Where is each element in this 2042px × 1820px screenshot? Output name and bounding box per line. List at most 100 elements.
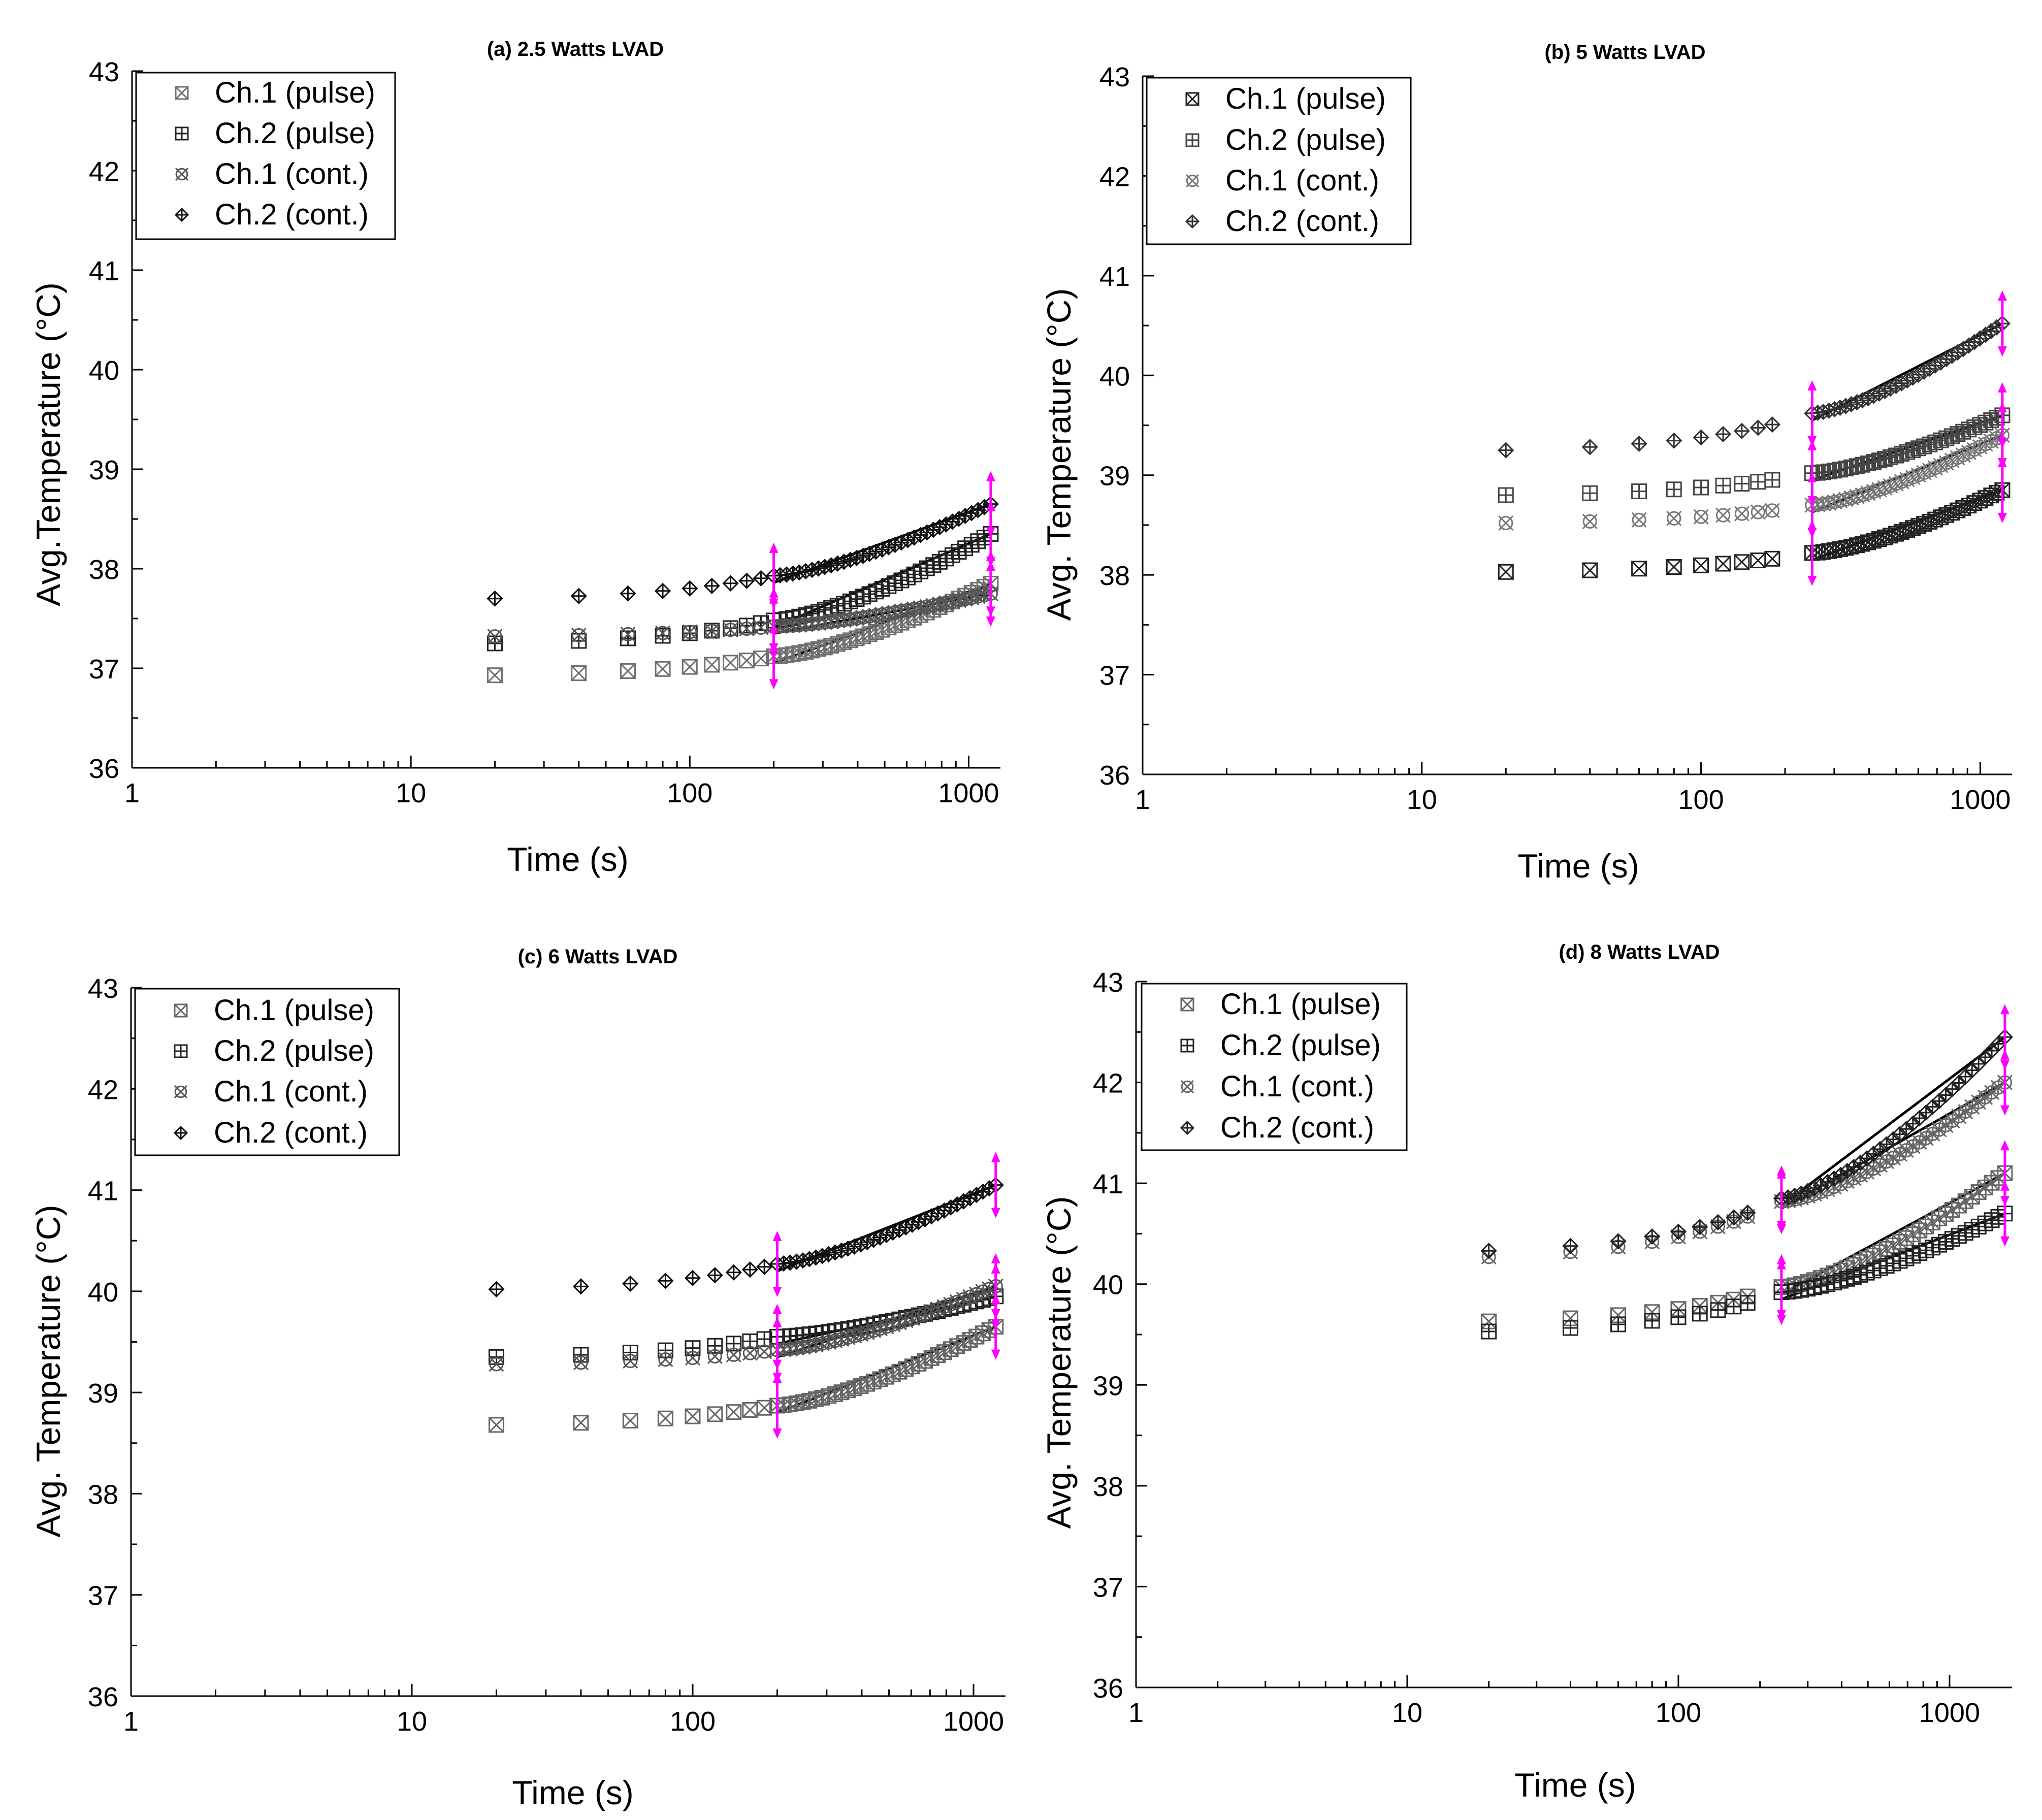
y-axis-label: Avg.Temperature (°C) <box>29 282 67 606</box>
y-tick-label: 42 <box>89 156 119 187</box>
legend-item-2: Ch.1 (cont.) <box>175 157 369 190</box>
legend-marker <box>175 167 189 181</box>
data-point <box>175 126 189 141</box>
data-point <box>685 1408 701 1424</box>
legend-label: Ch.1 (cont.) <box>1225 164 1379 197</box>
plot-area: 36 37 38 39 40 41 42 43 1 10 100 1000 <box>1093 967 2014 1728</box>
data-point <box>620 585 636 602</box>
data-point <box>489 1356 504 1372</box>
legend-marker <box>174 1044 188 1058</box>
series-1 <box>1481 1206 2013 1340</box>
x-tick-label: 1000 <box>1950 785 2011 815</box>
x-axis-label: Time (s) <box>512 1774 634 1811</box>
legend-label: Ch.2 (pulse) <box>1225 123 1386 156</box>
data-point <box>742 1345 758 1361</box>
x-tick-label: 1 <box>124 778 140 808</box>
y-tick-label: 43 <box>1093 967 1123 998</box>
data-point <box>707 1406 723 1422</box>
data-point <box>1715 556 1731 572</box>
legend-item-0: Ch.1 (pulse) <box>1185 82 1386 115</box>
legend-marker <box>1185 214 1200 229</box>
series-0 <box>1498 482 2011 580</box>
y-tick-label: 41 <box>1093 1169 1123 1199</box>
x-axis-label: Time (s) <box>507 840 629 878</box>
legend-marker <box>1185 174 1200 188</box>
range-marker-icon <box>1807 472 1817 538</box>
y-tick-label: 38 <box>89 555 119 585</box>
data-point <box>1739 1295 1756 1311</box>
series-3 <box>488 1177 1004 1297</box>
data-point <box>685 1340 701 1356</box>
data-point <box>1185 133 1200 147</box>
legend-item-0: Ch.1 (pulse) <box>175 76 375 109</box>
legend-item-0: Ch.1 (pulse) <box>1180 988 1381 1021</box>
range-marker-icon <box>1997 290 2007 357</box>
data-point <box>654 582 671 599</box>
data-point <box>1764 550 1780 567</box>
range-marker-icon <box>2000 1180 2009 1247</box>
data-point <box>1498 442 1514 459</box>
data-point <box>175 167 189 181</box>
data-point <box>703 577 720 594</box>
data-point <box>1582 513 1598 529</box>
data-point <box>657 1342 673 1358</box>
data-point <box>1964 1062 1981 1079</box>
data-point <box>487 629 503 644</box>
data-point <box>1498 487 1514 503</box>
legend-marker <box>175 86 189 100</box>
legend-marker <box>174 1003 188 1018</box>
y-axis-label: Avg. Temperature (°C) <box>29 1205 67 1538</box>
plot-area: 36 37 38 39 40 41 42 43 1 10 100 1000 <box>88 973 1006 1737</box>
data-point <box>1693 479 1709 496</box>
data-point <box>622 1413 638 1428</box>
x-tick-label: 1000 <box>938 778 999 808</box>
plot-area: 36 37 38 39 40 41 42 43 1 10 100 1000 <box>1099 62 2012 815</box>
data-point <box>1734 475 1750 492</box>
x-tick-label: 100 <box>1678 785 1724 815</box>
y-axis-label: Avg. Temperature (°C) <box>1040 288 1078 621</box>
data-point <box>1692 1306 1708 1322</box>
data-point <box>620 663 636 679</box>
y-tick-label: 43 <box>1099 62 1130 92</box>
data-point <box>1562 1320 1578 1336</box>
x-axis-label: Time (s) <box>1517 847 1639 885</box>
data-point <box>573 1415 589 1431</box>
legend-marker <box>1180 1038 1194 1053</box>
x-tick-label: 100 <box>667 778 712 808</box>
data-point <box>1715 507 1731 523</box>
legend-marker <box>175 126 189 141</box>
panel-a: (a) 2.5 Watts LVAD Time (s) Avg.Temperat… <box>29 38 1000 878</box>
y-tick-label: 42 <box>88 1075 118 1105</box>
data-point <box>1714 426 1732 443</box>
data-point <box>657 1273 674 1289</box>
legend-marker <box>1180 1120 1195 1135</box>
data-point <box>1180 1120 1195 1135</box>
panel-d: (d) 8 Watts LVAD Time (s) Avg. Temperatu… <box>1040 941 2014 1804</box>
data-point <box>1710 1302 1726 1318</box>
legend-marker <box>174 1085 188 1099</box>
legend-item-3: Ch.2 (cont.) <box>173 1116 368 1149</box>
range-marker-icon <box>769 542 779 609</box>
data-point <box>620 626 636 642</box>
range-marker-icon <box>991 1253 1000 1319</box>
legend-item-0: Ch.1 (pulse) <box>174 994 374 1027</box>
data-point <box>1610 1316 1626 1332</box>
data-point <box>572 1278 590 1295</box>
data-point <box>738 572 755 589</box>
data-point <box>1666 432 1682 449</box>
y-tick-label: 36 <box>1099 760 1130 791</box>
legend-item-2: Ch.1 (cont.) <box>1185 164 1379 197</box>
legend-marker <box>1185 92 1200 106</box>
data-point <box>1764 472 1780 488</box>
range-marker-icon <box>1776 1259 1786 1325</box>
y-tick-label: 41 <box>1099 262 1130 292</box>
y-tick-label: 36 <box>1093 1673 1123 1704</box>
data-point <box>1693 429 1709 446</box>
data-point <box>1749 419 1766 436</box>
data-point <box>1725 1209 1742 1226</box>
data-point <box>1631 561 1647 577</box>
y-tick-label: 38 <box>1099 561 1130 591</box>
data-point <box>723 622 738 638</box>
legend-label: Ch.1 (pulse) <box>1225 82 1386 115</box>
